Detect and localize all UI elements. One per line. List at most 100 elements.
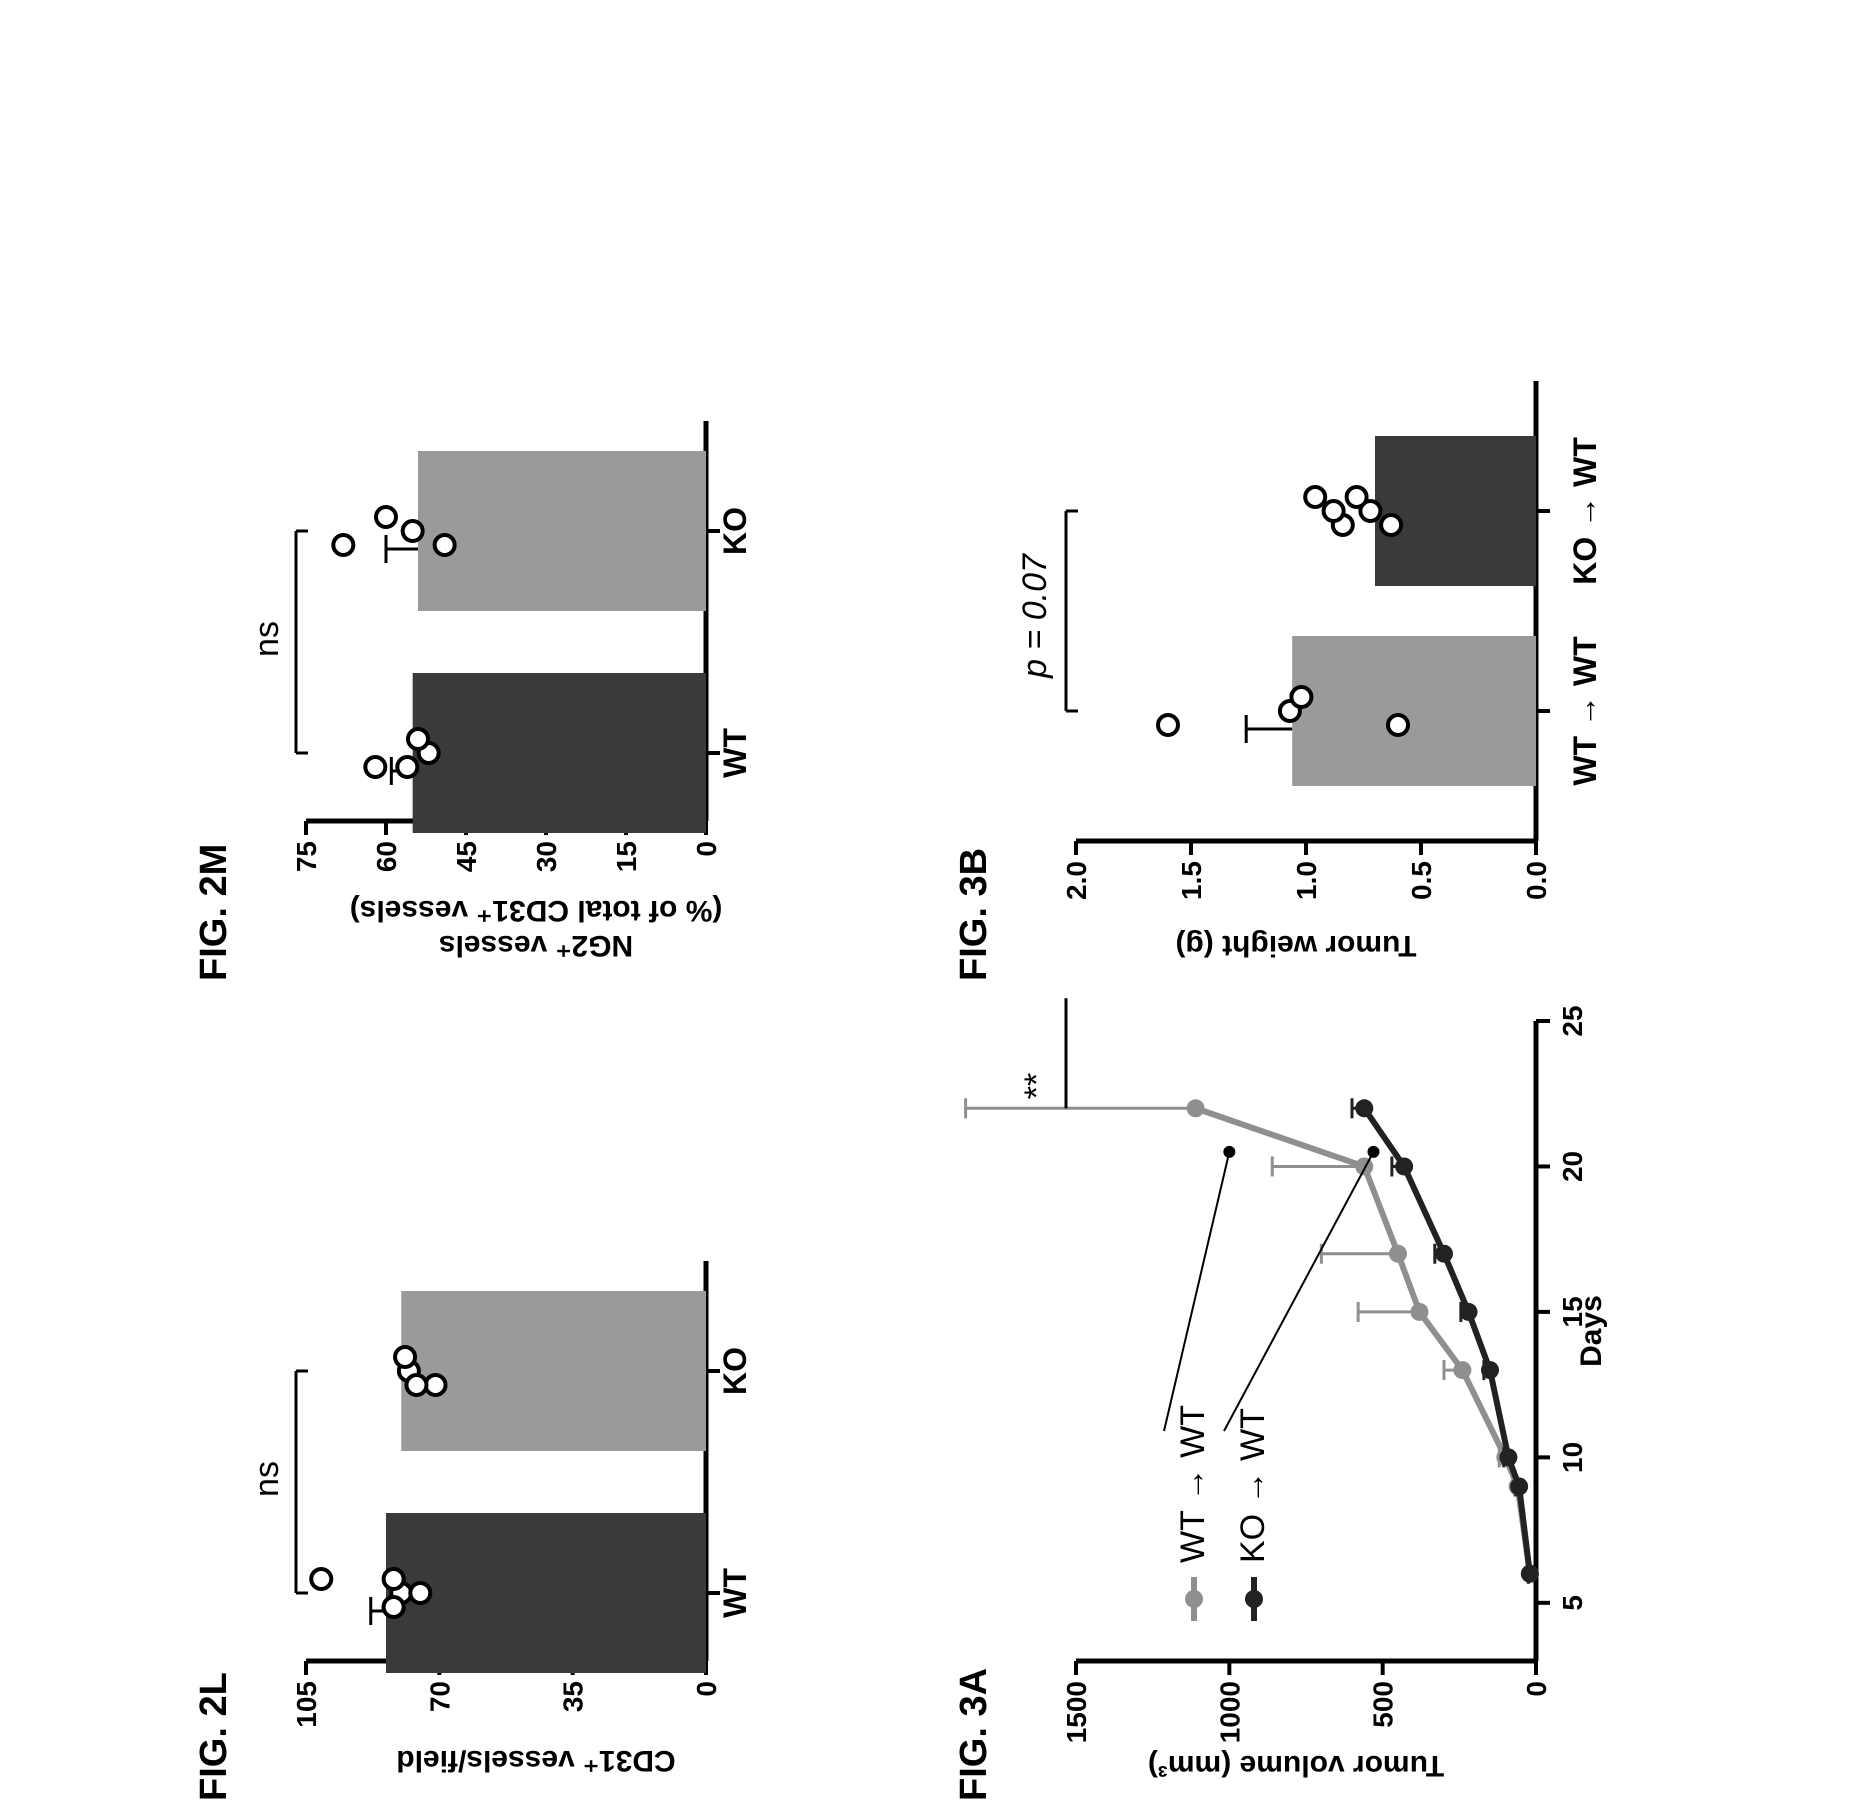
data-point xyxy=(1355,1157,1374,1176)
bar xyxy=(1292,636,1537,786)
y-tick-label: 70 xyxy=(424,1681,455,1712)
data-point xyxy=(1395,1157,1414,1176)
figure-label: FIG. 3B xyxy=(953,848,995,981)
data-point xyxy=(1386,713,1410,737)
significance-label: ns xyxy=(248,1461,286,1497)
y-tick-label: 1500 xyxy=(1061,1681,1092,1743)
data-point xyxy=(374,505,398,529)
data-point xyxy=(1410,1302,1429,1321)
category-label: KO xyxy=(717,507,753,555)
fig3b-marks: 0.0 0.5 1.0 1.5 2.0 xyxy=(1061,381,1552,900)
data-point xyxy=(400,519,425,543)
y-axis-label: NG2⁺ vessels xyxy=(439,929,633,962)
legend-label-wt: WT → WT xyxy=(1174,1405,1212,1563)
bar xyxy=(401,1291,706,1451)
series-line xyxy=(1361,1106,1533,1575)
y-tick-label: 1000 xyxy=(1214,1681,1245,1743)
y-tick-label: 0.5 xyxy=(1406,861,1437,900)
legend-label-ko: KO → WT xyxy=(1234,1408,1272,1563)
panel-fig3b: FIG. 3B Tumor weight (g) 0.0 0.5 1.0 1.5 2.0… xyxy=(953,381,1603,981)
annotation-arrowhead xyxy=(1223,1145,1236,1158)
data-point xyxy=(408,1581,433,1605)
category-label: WT → WT xyxy=(1567,636,1603,786)
data-point xyxy=(1435,1244,1453,1263)
y-tick-label: 45 xyxy=(451,841,482,872)
significance-label: ns xyxy=(248,621,286,657)
x-tick-label: 5 xyxy=(1557,1595,1588,1611)
y-tick-label: 35 xyxy=(558,1681,589,1712)
fig3a-marks: 0 500 1000 1500 5 10 15 20 25 xyxy=(964,998,1588,1743)
y-tick-label: 0 xyxy=(691,841,722,857)
data-point xyxy=(309,1567,334,1591)
y-tick-label: 500 xyxy=(1368,1681,1399,1728)
annotation-arrow xyxy=(1223,1151,1375,1432)
data-point xyxy=(1358,499,1383,523)
y-tick-label: 105 xyxy=(291,1681,322,1728)
annotation-arrowhead xyxy=(1367,1145,1380,1158)
x-tick-label: 10 xyxy=(1557,1442,1588,1473)
bar xyxy=(386,1513,706,1673)
figure-label: FIG. 2L xyxy=(193,1672,235,1801)
data-point xyxy=(1186,1099,1205,1118)
y-tick-label: 30 xyxy=(531,841,562,872)
data-point xyxy=(1321,499,1346,523)
data-point xyxy=(381,1595,406,1619)
annotation-arrow xyxy=(1163,1151,1231,1432)
data-point xyxy=(1303,485,1328,509)
data-point xyxy=(1459,1302,1478,1321)
legend-marker xyxy=(1245,1590,1263,1608)
fig2l-plot: CD31⁺ vessels/field 0 35 70 105 ns WT KO xyxy=(248,1261,753,1777)
data-point xyxy=(1344,485,1369,509)
data-point xyxy=(363,755,388,779)
x-tick-label: 15 xyxy=(1557,1296,1588,1327)
x-axis-label: Days xyxy=(1575,1295,1608,1367)
category-label: KO → WT xyxy=(1567,437,1603,585)
x-tick-label: 20 xyxy=(1557,1151,1588,1182)
data-point xyxy=(381,1567,406,1591)
bar xyxy=(1375,436,1536,586)
y-axis-label: Tumor weight (g) xyxy=(1175,929,1416,962)
data-point xyxy=(406,727,430,751)
y-tick-label: 0.0 xyxy=(1521,861,1552,900)
data-point xyxy=(404,1373,429,1397)
data-point xyxy=(395,755,420,779)
significance-label: ** xyxy=(1018,1073,1056,1099)
data-point xyxy=(1289,685,1314,709)
y-tick-label: 1.0 xyxy=(1291,861,1322,900)
y-axis-sublabel: (% of total CD31⁺ vessels) xyxy=(350,894,723,927)
data-point xyxy=(1481,1361,1499,1380)
y-tick-label: 15 xyxy=(611,841,642,872)
data-point xyxy=(423,1373,448,1397)
bar xyxy=(412,673,707,833)
category-label: KO xyxy=(717,1347,753,1395)
data-point xyxy=(331,533,356,557)
panel-fig3a: FIG. 3A Tumor volume (mm³) 0 500 1000 1500 5… xyxy=(953,998,1608,1801)
y-tick-label: 1.5 xyxy=(1176,861,1207,900)
y-tick-label: 2.0 xyxy=(1061,861,1092,900)
y-axis-label: Tumor volume (mm³) xyxy=(1148,1749,1444,1782)
legend-marker xyxy=(1185,1590,1203,1608)
y-tick-label: 0 xyxy=(1521,1681,1552,1697)
fig3a-plot: Tumor volume (mm³) 0 500 1000 1500 5 10 15 20 25… xyxy=(964,998,1608,1782)
data-point xyxy=(1499,1448,1518,1467)
x-tick-label: 25 xyxy=(1557,1005,1588,1036)
data-point xyxy=(1389,1244,1407,1263)
y-tick-label: 0 xyxy=(691,1681,722,1697)
y-tick-label: 60 xyxy=(371,841,402,872)
data-point xyxy=(1355,1099,1374,1118)
category-label: WT xyxy=(717,728,753,778)
data-point xyxy=(1379,513,1404,537)
data-point xyxy=(1453,1361,1472,1380)
fig2m-plot: NG2⁺ vessels (% of total CD31⁺ vessels) … xyxy=(248,421,753,962)
panel-fig2l: FIG. 2L CD31⁺ vessels/field 0 35 70 105 ns … xyxy=(193,1261,753,1801)
data-point xyxy=(1510,1477,1529,1496)
y-tick-label: 75 xyxy=(291,841,322,872)
data-point xyxy=(432,533,457,557)
data-point xyxy=(1520,1564,1539,1583)
fig2m-marks: 0 15 30 45 60 75 xyxy=(291,421,722,872)
bar xyxy=(418,451,706,611)
significance-label: p = 0.07 xyxy=(1016,553,1054,679)
y-axis-label: CD31⁺ vessels/field xyxy=(396,1744,675,1777)
data-point xyxy=(1156,713,1180,737)
